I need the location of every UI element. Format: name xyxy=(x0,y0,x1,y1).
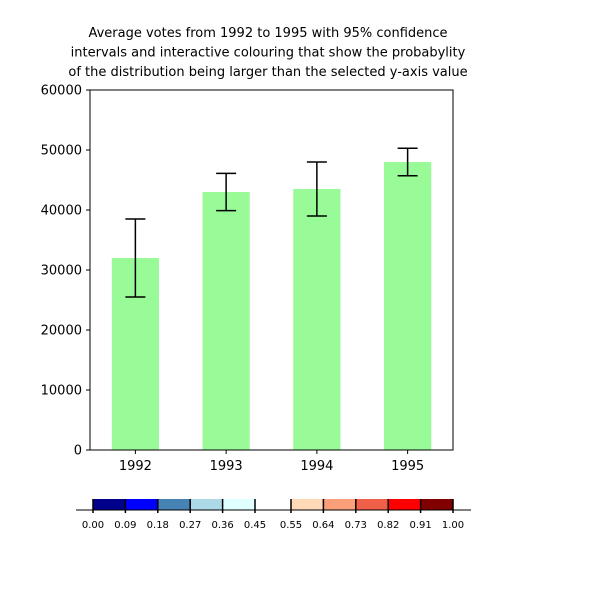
colorbar-tick-label-2: 0.18 xyxy=(147,520,169,531)
colorbar-segment-7[interactable] xyxy=(323,499,356,510)
y-tick-label-20000: 20000 xyxy=(41,324,82,339)
y-tick-label-60000: 60000 xyxy=(41,84,82,99)
colorbar-tick-label-0: 0.00 xyxy=(82,520,104,531)
bars[interactable] xyxy=(111,162,432,450)
colorbar-segment-0[interactable] xyxy=(93,499,126,510)
error-bar-1992 xyxy=(125,218,146,298)
colorbar-segment-5[interactable] xyxy=(255,499,291,510)
bar-1994[interactable] xyxy=(293,189,341,450)
colorbar-tick-label-7: 0.64 xyxy=(312,520,334,531)
colorbar-segment-3[interactable] xyxy=(190,499,223,510)
y-tick-label-40000: 40000 xyxy=(41,204,82,219)
y-tick-label-50000: 50000 xyxy=(41,144,82,159)
colorbar-segment-9[interactable] xyxy=(388,499,421,510)
title-line-2: intervals and interactive colouring that… xyxy=(71,46,466,61)
y-axis: 0 10000 20000 30000 40000 50000 60000 xyxy=(41,84,90,459)
colorbar-tick-label-10: 0.91 xyxy=(409,520,431,531)
colorbar-tick-label-6: 0.55 xyxy=(280,520,302,531)
colorbar-tick-label-8: 0.73 xyxy=(345,520,367,531)
colorbar-segment-2[interactable] xyxy=(157,499,191,510)
x-tick-label-1994: 1994 xyxy=(300,459,333,474)
bar-1995[interactable] xyxy=(384,162,432,450)
y-tick-label-10000: 10000 xyxy=(41,384,82,399)
colorbar-segment-6[interactable] xyxy=(291,499,324,510)
error-bar-1995 xyxy=(397,147,418,177)
title-line-1: Average votes from 1992 to 1995 with 95%… xyxy=(88,26,447,41)
error-bar-1994 xyxy=(306,161,327,217)
colorbar-segment-10[interactable] xyxy=(420,499,453,510)
x-tick-label-1995: 1995 xyxy=(391,459,424,474)
y-tick-label-0: 0 xyxy=(74,444,82,459)
colorbar[interactable]: 0.00 0.09 0.18 0.27 0.36 0.45 0.55 0.64 0.73 0.82… xyxy=(76,499,471,531)
colorbar-tick-label-5: 0.45 xyxy=(244,520,266,531)
colorbar-segment-1[interactable] xyxy=(125,499,158,510)
bar-1993[interactable] xyxy=(202,192,250,450)
y-tick-label-30000: 30000 xyxy=(41,264,82,279)
colorbar-tick-label-4: 0.36 xyxy=(211,520,233,531)
colorbar-tick-label-9: 0.82 xyxy=(377,520,399,531)
x-tick-label-1992: 1992 xyxy=(119,459,152,474)
chart-title: Average votes from 1992 to 1995 with 95%… xyxy=(68,26,467,80)
title-line-3: of the distribution being larger than th… xyxy=(68,65,467,80)
error-bars xyxy=(125,147,418,298)
colorbar-segment-4[interactable] xyxy=(222,499,255,510)
colorbar-tick-label-11: 1.00 xyxy=(442,520,464,531)
x-axis: 1992 1993 1994 1995 xyxy=(119,450,424,474)
error-bar-1993 xyxy=(216,172,237,212)
colorbar-tick-label-1: 0.09 xyxy=(114,520,136,531)
colorbar-tick-label-3: 0.27 xyxy=(179,520,201,531)
x-tick-label-1993: 1993 xyxy=(210,459,243,474)
colorbar-segment-8[interactable] xyxy=(355,499,389,510)
